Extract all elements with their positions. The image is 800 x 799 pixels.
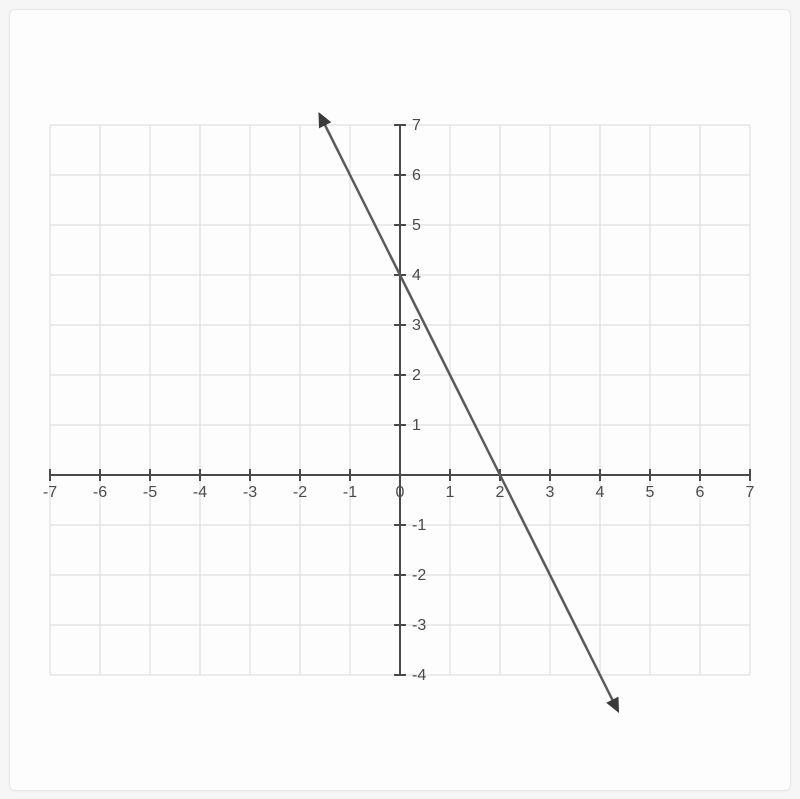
x-tick-label: -1 xyxy=(343,484,357,501)
x-tick-label: 3 xyxy=(546,484,555,501)
y-tick-label: -2 xyxy=(412,567,426,584)
y-tick-label: -1 xyxy=(412,517,426,534)
x-tick-label: 2 xyxy=(496,484,505,501)
x-tick-label: -5 xyxy=(143,484,157,501)
x-tick-label: -2 xyxy=(293,484,307,501)
chart-svg: -7 -6 -5 -4 -3 -2 -1 0 1 2 3 4 5 6 7 -4 -3 -2 -1 1 2 3 4 5 6 7 xyxy=(30,30,770,770)
y-tick-label: 4 xyxy=(412,267,421,284)
x-tick-label: 6 xyxy=(696,484,705,501)
x-tick-label: -4 xyxy=(193,484,207,501)
y-tick-label: -3 xyxy=(412,617,426,634)
y-tick-label: 7 xyxy=(412,117,421,134)
y-tick-label: 6 xyxy=(412,167,421,184)
y-tick-label: -4 xyxy=(412,667,426,684)
x-tick-label: 0 xyxy=(396,484,405,501)
x-tick-label: 4 xyxy=(596,484,605,501)
x-tick-label: -6 xyxy=(93,484,107,501)
y-tick-label: 2 xyxy=(412,367,421,384)
x-tick-label: -7 xyxy=(43,484,57,501)
x-tick-label: 5 xyxy=(646,484,655,501)
x-tick-label: 7 xyxy=(746,484,755,501)
y-tick-label: 5 xyxy=(412,217,421,234)
x-tick-label: 1 xyxy=(446,484,455,501)
x-tick-label: -3 xyxy=(243,484,257,501)
y-tick-label: 3 xyxy=(412,317,421,334)
plotted-line xyxy=(320,115,618,710)
arrow-head-icon xyxy=(607,697,618,712)
y-tick-label: 1 xyxy=(412,417,421,434)
coordinate-plane-chart: -7 -6 -5 -4 -3 -2 -1 0 1 2 3 4 5 6 7 -4 -3 -2 -1 1 2 3 4 5 6 7 xyxy=(9,9,791,791)
